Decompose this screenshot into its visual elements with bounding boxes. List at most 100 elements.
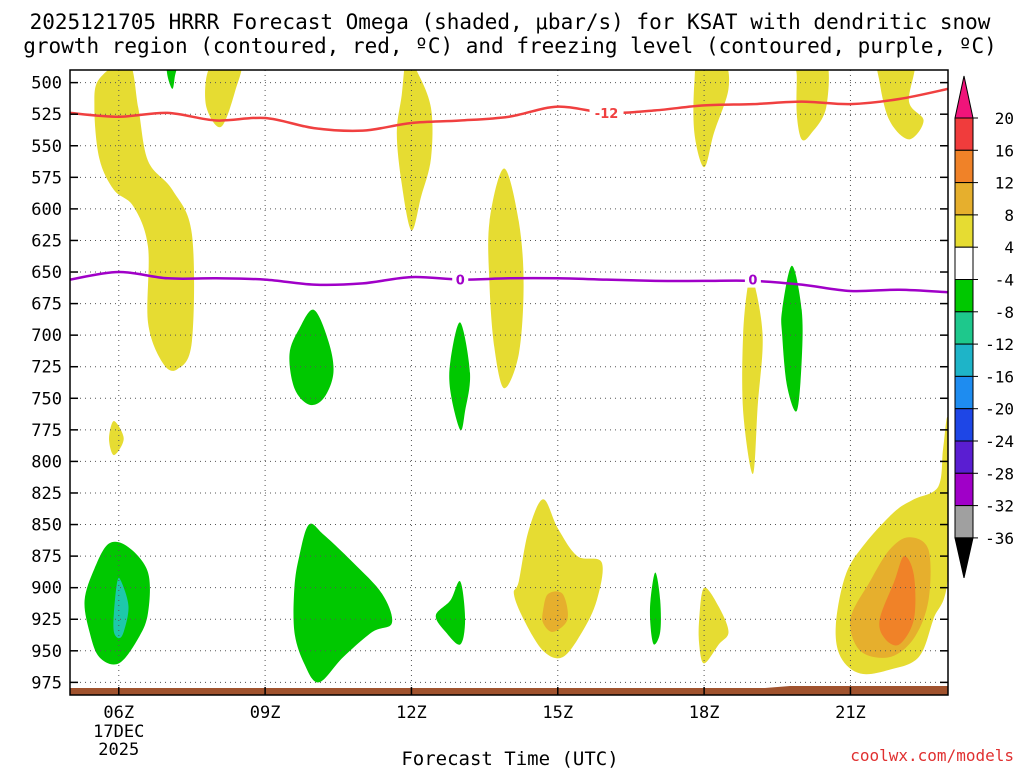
freezing-label-bg-0 bbox=[452, 271, 469, 288]
y-tick-label-600: 600 bbox=[31, 200, 62, 220]
y-tick-label-725: 725 bbox=[31, 358, 62, 378]
colorbar-swatch-2 bbox=[954, 182, 974, 216]
y-tick-label-550: 550 bbox=[31, 137, 62, 157]
x-tick-label-15Z: 15Z bbox=[542, 703, 573, 723]
chart-title-line2: growth region (contoured, red, ºC) and f… bbox=[23, 34, 997, 58]
colorbar-label-5: -4 bbox=[995, 271, 1014, 290]
y-tick-label-875: 875 bbox=[31, 547, 62, 567]
colorbar-label-4: 4 bbox=[1004, 238, 1014, 257]
plot-frame bbox=[69, 69, 949, 696]
omega-region-13 bbox=[879, 556, 916, 646]
colorbar-swatch-1 bbox=[954, 149, 974, 184]
y-tick-label-700: 700 bbox=[31, 326, 62, 346]
colorbar-label-1: 16 bbox=[995, 141, 1014, 160]
dgz-contour-line bbox=[70, 87, 948, 133]
y-tick-label-625: 625 bbox=[31, 231, 62, 251]
colorbar-top-arrow bbox=[954, 75, 974, 119]
x-tick-label-18Z: 18Z bbox=[689, 703, 720, 723]
freezing-contour-label-0: 0 bbox=[456, 274, 465, 289]
colorbar-label-2: 12 bbox=[995, 174, 1014, 193]
colorbar-bottom-arrow bbox=[954, 537, 974, 579]
omega-region-8 bbox=[109, 421, 124, 456]
colorbar-swatch-5 bbox=[954, 279, 974, 313]
y-tick-label-525: 525 bbox=[31, 105, 62, 125]
colorbar-label-13: -36 bbox=[985, 529, 1014, 548]
y-axis: 500 525 550 575 600 625 650 675 700 725 750 775 800 8… bbox=[31, 74, 948, 693]
omega-region-17 bbox=[293, 523, 393, 683]
chart-title-line1: 2025121705 HRRR Forecast Omega (shaded, … bbox=[30, 10, 991, 34]
colorbar-label-0: 20 bbox=[995, 109, 1014, 128]
omega-shading bbox=[84, 70, 948, 683]
dgz-label-bg bbox=[589, 104, 624, 121]
freezing-label-bg-1 bbox=[744, 271, 761, 288]
ground-bump bbox=[765, 686, 948, 690]
ground-layer bbox=[70, 686, 948, 695]
colorbar-label-3: 8 bbox=[1004, 206, 1014, 225]
y-tick-label-575: 575 bbox=[31, 168, 62, 188]
y-tick-label-900: 900 bbox=[31, 579, 62, 599]
colorbar-label-7: -12 bbox=[985, 335, 1014, 354]
colorbar-swatch-3 bbox=[954, 214, 974, 248]
omega-region-22 bbox=[781, 265, 803, 412]
omega-region-21 bbox=[649, 572, 661, 645]
y-tick-label-800: 800 bbox=[31, 452, 62, 472]
grid-lines bbox=[70, 70, 948, 695]
x-tick-label-12Z: 12Z bbox=[396, 703, 427, 723]
colorbar-swatch-10 bbox=[954, 440, 974, 474]
y-tick-label-825: 825 bbox=[31, 484, 62, 504]
y-tick-label-675: 675 bbox=[31, 295, 62, 315]
colorbar-label-10: -24 bbox=[985, 432, 1014, 451]
colorbar: 20 16 12 8 4 -4 -8 -12 -16 -20 -24 -28 -32 -36 bbox=[954, 75, 1014, 579]
y-tick-label-750: 750 bbox=[31, 389, 62, 409]
y-tick-label-975: 975 bbox=[31, 673, 62, 693]
omega-region-2 bbox=[396, 70, 433, 231]
y-tick-label-775: 775 bbox=[31, 421, 62, 441]
colorbar-swatch-7 bbox=[954, 343, 974, 377]
colorbar-swatch-9 bbox=[954, 408, 974, 442]
y-tick-label-950: 950 bbox=[31, 642, 62, 662]
x-tick-label-09Z: 09Z bbox=[250, 703, 281, 723]
omega-region-18 bbox=[289, 309, 334, 406]
credit-text: coolwx.com/models bbox=[850, 746, 1014, 765]
colorbar-swatch-0 bbox=[954, 117, 974, 151]
colorbar-label-12: -32 bbox=[985, 497, 1014, 516]
omega-region-16 bbox=[113, 577, 129, 639]
omega-region-1 bbox=[205, 70, 242, 128]
colorbar-swatch-11 bbox=[954, 472, 974, 507]
x-tick-label-21Z: 21Z bbox=[835, 703, 866, 723]
temperature-contours: -12 0 0 bbox=[70, 87, 948, 294]
x-tick-year: 2025 bbox=[98, 740, 139, 760]
x-tick-date: 17DEC bbox=[93, 722, 144, 742]
ground-strip bbox=[70, 688, 948, 695]
omega-region-9 bbox=[513, 499, 603, 659]
x-tick-label-06Z: 06Z bbox=[103, 703, 134, 723]
dgz-contour-label: -12 bbox=[595, 107, 619, 122]
omega-region-14 bbox=[542, 591, 568, 632]
colorbar-label-8: -16 bbox=[985, 367, 1014, 386]
omega-region-19 bbox=[449, 322, 471, 431]
colorbar-swatch-8 bbox=[954, 375, 974, 410]
y-tick-label-850: 850 bbox=[31, 516, 62, 536]
omega-region-23 bbox=[166, 70, 177, 89]
x-axis-label: Forecast Time (UTC) bbox=[401, 748, 618, 768]
colorbar-label-11: -28 bbox=[985, 464, 1014, 483]
y-tick-label-650: 650 bbox=[31, 263, 62, 283]
y-tick-label-925: 925 bbox=[31, 610, 62, 630]
colorbar-swatch-12 bbox=[954, 505, 974, 539]
freezing-contour-line bbox=[70, 270, 948, 294]
omega-region-0 bbox=[94, 70, 195, 371]
freezing-contour-label-1: 0 bbox=[748, 274, 757, 289]
omega-region-4 bbox=[693, 70, 730, 168]
omega-region-5 bbox=[796, 70, 829, 141]
y-tick-label-500: 500 bbox=[31, 74, 62, 94]
colorbar-label-9: -20 bbox=[985, 400, 1014, 419]
omega-region-7 bbox=[742, 274, 763, 475]
omega-region-20 bbox=[435, 580, 466, 645]
colorbar-swatch-4 bbox=[954, 246, 974, 280]
colorbar-label-6: -8 bbox=[995, 303, 1014, 322]
colorbar-swatch-6 bbox=[954, 311, 974, 345]
omega-region-6 bbox=[877, 70, 924, 140]
omega-region-10 bbox=[698, 587, 729, 664]
